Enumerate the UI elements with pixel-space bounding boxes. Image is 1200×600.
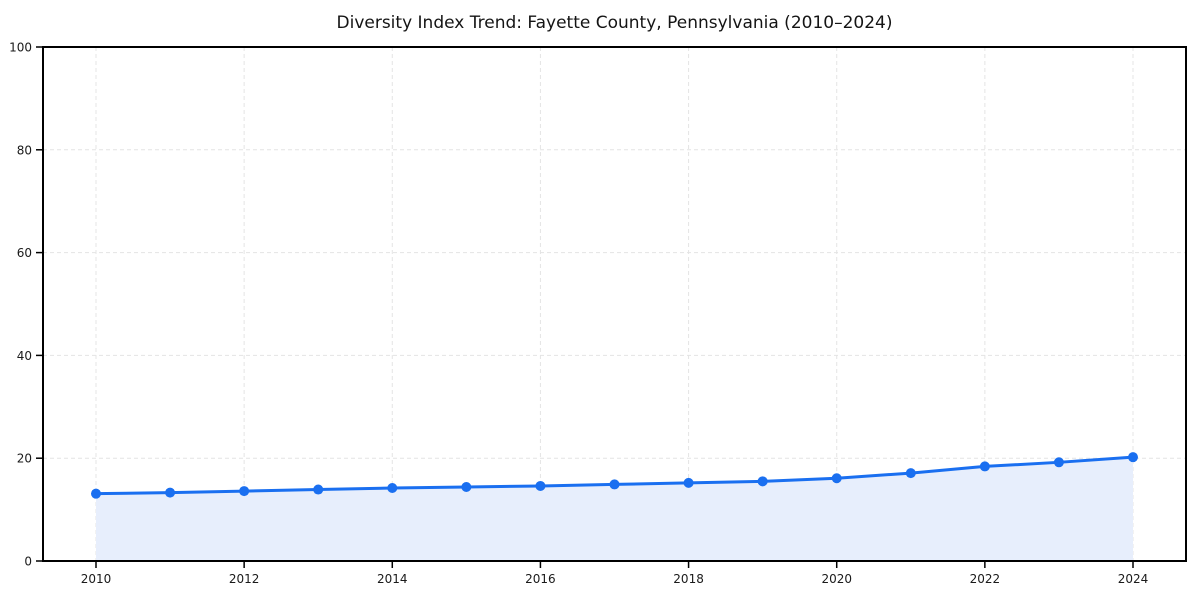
y-tick-label: 40: [17, 349, 32, 363]
x-tick-label: 2010: [81, 572, 112, 586]
x-tick-label: 2022: [970, 572, 1001, 586]
data-points: [91, 452, 1138, 499]
data-point: [1053, 457, 1064, 468]
y-tick-label: 100: [9, 41, 32, 55]
chart-title: Diversity Index Trend: Fayette County, P…: [336, 13, 893, 33]
x-tick-label: 2012: [229, 572, 260, 586]
data-point: [239, 486, 250, 497]
data-point: [905, 468, 916, 479]
data-point: [165, 487, 176, 498]
x-tick-label: 2018: [673, 572, 704, 586]
x-tick-label: 2014: [377, 572, 408, 586]
data-point: [1128, 452, 1138, 463]
gridlines: [43, 47, 1186, 561]
area-fill: [96, 457, 1133, 561]
data-point: [683, 477, 694, 488]
x-tick-label: 2020: [821, 572, 852, 586]
y-tick-label: 60: [17, 246, 32, 260]
axis-tick-labels: 0 20 40 60 80 100 2010 2012 2014 2016 2018 2020 2022…: [9, 41, 1148, 587]
data-point: [535, 480, 546, 491]
axis-ticks: [36, 46, 1134, 568]
data-point: [609, 479, 620, 490]
data-point: [91, 488, 101, 499]
data-point: [313, 484, 324, 495]
data-point: [757, 476, 768, 487]
plot-border: [42, 46, 1187, 562]
y-tick-label: 0: [24, 555, 32, 569]
data-point: [461, 481, 472, 492]
x-tick-label: 2024: [1118, 572, 1149, 586]
y-tick-label: 80: [17, 143, 32, 157]
y-tick-label: 20: [17, 452, 32, 466]
data-point: [831, 473, 842, 484]
data-point: [387, 483, 398, 494]
data-point: [979, 461, 990, 472]
x-tick-label: 2016: [525, 572, 556, 586]
